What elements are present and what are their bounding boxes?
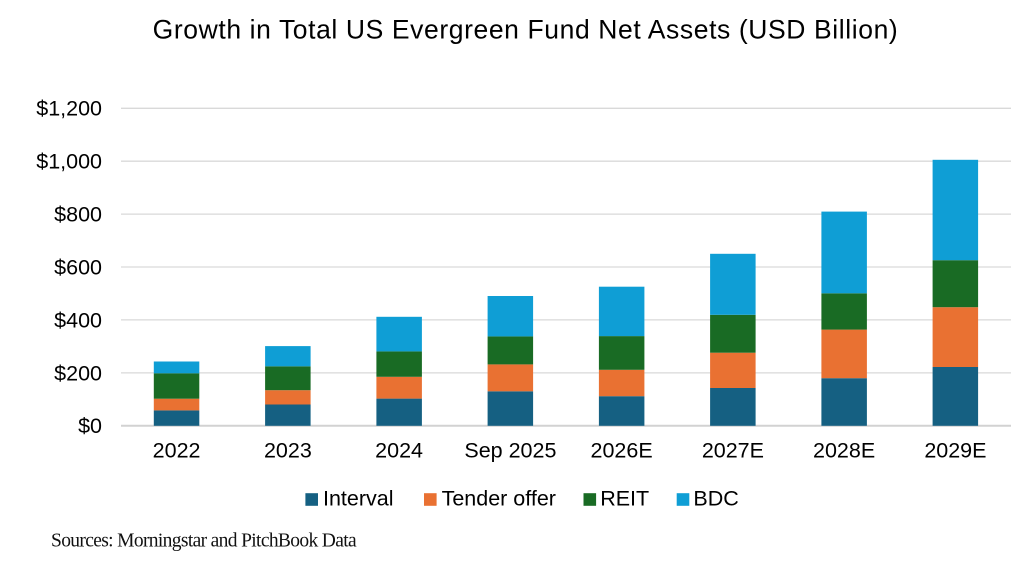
svg-text:REIT: REIT (600, 487, 649, 511)
svg-text:$200: $200 (54, 361, 102, 385)
svg-text:Sources: Morningstar and Pitch: Sources: Morningstar and PitchBook Data (51, 531, 357, 552)
svg-text:Sep 2025: Sep 2025 (464, 439, 556, 463)
svg-text:$800: $800 (54, 203, 102, 227)
svg-text:2024: 2024 (375, 439, 423, 463)
svg-text:2022: 2022 (153, 439, 201, 463)
svg-text:Interval: Interval (323, 487, 394, 511)
svg-text:2026E: 2026E (591, 439, 653, 463)
svg-text:$0: $0 (78, 414, 102, 438)
svg-text:Tender offer: Tender offer (442, 487, 556, 511)
svg-text:Growth in Total US Evergreen F: Growth in Total US Evergreen Fund Net As… (153, 14, 899, 44)
svg-text:$1,000: $1,000 (36, 150, 102, 174)
svg-text:$600: $600 (54, 255, 102, 279)
svg-text:$1,200: $1,200 (36, 97, 102, 121)
svg-text:2023: 2023 (264, 439, 312, 463)
svg-text:2027E: 2027E (702, 439, 764, 463)
svg-text:2029E: 2029E (924, 439, 986, 463)
svg-text:BDC: BDC (693, 487, 738, 511)
svg-text:2028E: 2028E (813, 439, 875, 463)
svg-text:$400: $400 (54, 308, 102, 332)
